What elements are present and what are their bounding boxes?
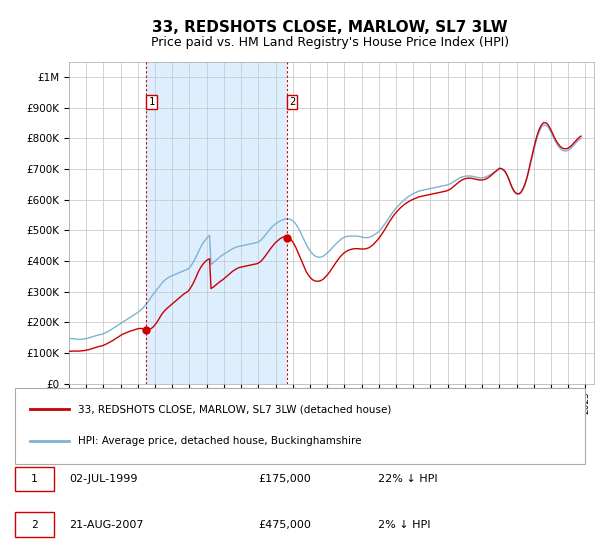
Text: 22% ↓ HPI: 22% ↓ HPI [378, 474, 437, 484]
Text: 2% ↓ HPI: 2% ↓ HPI [378, 520, 431, 530]
Bar [146, 62, 287, 384]
Text: £175,000: £175,000 [258, 474, 311, 484]
Text: £475,000: £475,000 [258, 520, 311, 530]
Text: 33, REDSHOTS CLOSE, MARLOW, SL7 3LW: 33, REDSHOTS CLOSE, MARLOW, SL7 3LW [152, 20, 508, 35]
FancyBboxPatch shape [15, 388, 585, 464]
Text: Price paid vs. HM Land Registry's House Price Index (HPI): Price paid vs. HM Land Registry's House … [151, 36, 509, 49]
Text: 1: 1 [148, 97, 155, 107]
FancyBboxPatch shape [15, 512, 54, 537]
Text: 2: 2 [31, 520, 38, 530]
Text: 1: 1 [31, 474, 38, 484]
Text: 02-JUL-1999: 02-JUL-1999 [69, 474, 137, 484]
FancyBboxPatch shape [15, 466, 54, 491]
Text: 21-AUG-2007: 21-AUG-2007 [69, 520, 143, 530]
Text: HPI: Average price, detached house, Buckinghamshire: HPI: Average price, detached house, Buck… [78, 436, 361, 446]
Text: 33, REDSHOTS CLOSE, MARLOW, SL7 3LW (detached house): 33, REDSHOTS CLOSE, MARLOW, SL7 3LW (det… [78, 404, 391, 414]
Text: 2: 2 [289, 97, 295, 107]
